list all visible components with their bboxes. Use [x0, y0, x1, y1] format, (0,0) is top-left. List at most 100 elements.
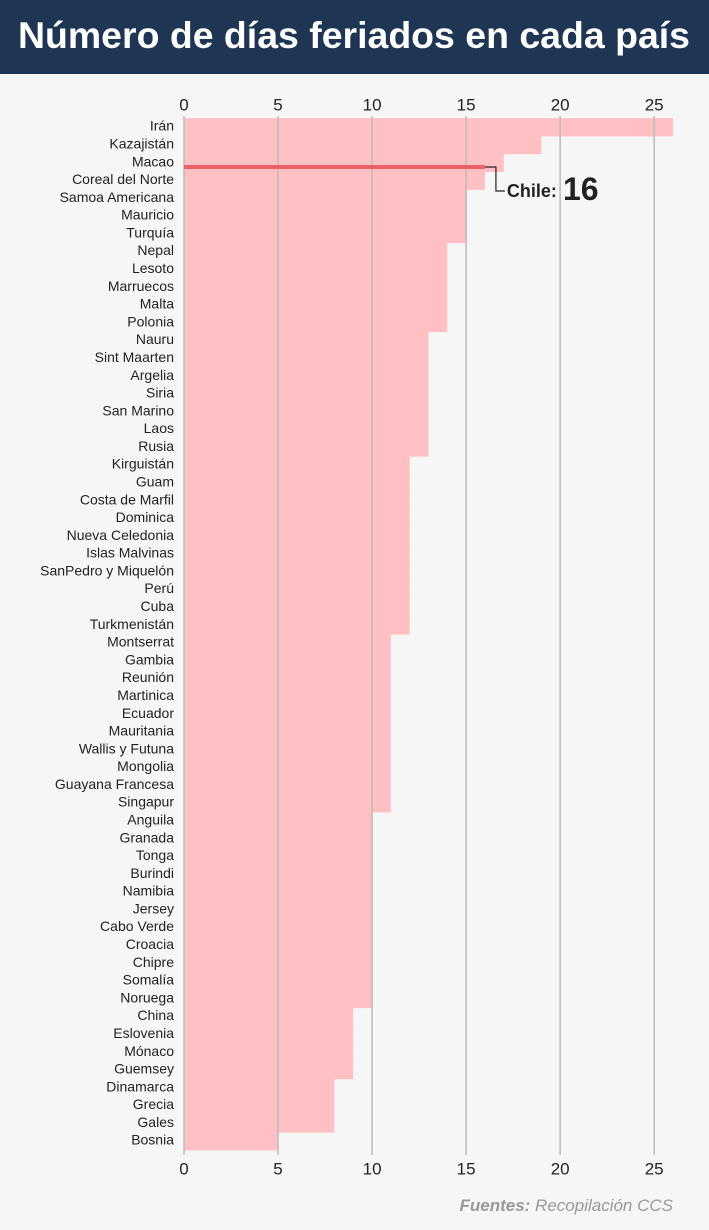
annotation-label: Chile: — [507, 181, 557, 201]
y-tick-label: Croacia — [126, 936, 174, 952]
y-tick-label: Gales — [137, 1114, 174, 1130]
bar — [184, 1007, 354, 1026]
x-tick-label-top: 0 — [179, 95, 188, 114]
y-tick-label: Burindi — [130, 865, 174, 881]
y-tick-label: Turkmenistán — [90, 616, 174, 632]
y-tick-label: Somalía — [123, 972, 175, 988]
chart-title: Número de días feriados en cada país — [18, 15, 690, 56]
x-tick-label-bottom: 5 — [273, 1159, 282, 1178]
y-tick-label: Malta — [140, 296, 174, 312]
bar — [184, 278, 448, 297]
bar — [184, 1025, 354, 1044]
bar — [184, 402, 429, 422]
bar — [184, 687, 391, 706]
bar — [184, 1060, 354, 1080]
y-tick-label: Turquía — [126, 224, 174, 240]
y-tick-label: Reunión — [122, 669, 174, 685]
source-text: Recopilación CCS — [535, 1196, 674, 1215]
annotation-value: 16 — [563, 171, 599, 207]
y-tick-label: China — [137, 1007, 174, 1023]
bar — [184, 135, 542, 155]
x-tick-label-bottom: 20 — [551, 1159, 570, 1178]
bar — [184, 794, 391, 813]
y-tick-label: Laos — [144, 420, 174, 436]
bar — [184, 545, 410, 564]
y-tick-label: SanPedro y Miquelón — [40, 562, 174, 578]
x-tick-label-top: 5 — [273, 95, 282, 114]
x-tick-label-top: 10 — [363, 95, 382, 114]
bar — [184, 722, 391, 742]
bar — [184, 420, 429, 439]
bar — [184, 331, 429, 350]
bar — [184, 473, 410, 493]
bar — [184, 189, 467, 208]
y-tick-label: Nauru — [136, 331, 174, 347]
bar — [184, 776, 391, 795]
y-tick-label: Kirguistán — [112, 456, 174, 472]
bar — [184, 758, 391, 777]
y-tick-label: Argelia — [130, 367, 174, 383]
source-label: Fuentes: — [459, 1196, 530, 1215]
y-tick-label: Cuba — [141, 598, 175, 614]
x-tick-label-top: 20 — [551, 95, 570, 114]
y-tick-label: Kazajistán — [109, 135, 174, 151]
bar — [184, 1132, 279, 1151]
bar — [184, 118, 673, 137]
y-tick-label: Namibia — [123, 883, 175, 899]
bar — [184, 509, 410, 528]
bar — [184, 1078, 335, 1098]
bar — [184, 349, 429, 368]
grid — [183, 116, 655, 1155]
y-tick-label: Guemsey — [114, 1061, 174, 1077]
bar — [184, 527, 410, 546]
bar — [184, 616, 410, 635]
y-tick-label: Rusia — [138, 438, 174, 454]
bar — [184, 456, 410, 475]
y-tick-label: San Marino — [102, 402, 174, 418]
bar — [184, 1096, 335, 1115]
bar — [184, 1114, 335, 1133]
y-tick-label: Nepal — [137, 242, 174, 258]
y-tick-label: Sint Maarten — [95, 349, 174, 365]
annotation: Chile: 16 — [507, 171, 599, 207]
y-tick-label: Mauricio — [121, 207, 174, 223]
bar — [184, 260, 448, 279]
annotation-line — [184, 165, 485, 169]
y-tick-label: Perú — [144, 580, 174, 596]
y-tick-label: Coreal del Norte — [72, 171, 174, 187]
x-tick-label-top: 25 — [645, 95, 664, 114]
y-tick-label: Ecuador — [122, 705, 174, 721]
y-tick-label: Mongolia — [117, 758, 174, 774]
annotation-connector — [484, 166, 505, 192]
bar — [184, 367, 429, 386]
bar — [184, 171, 485, 190]
y-tick-label: Gambia — [125, 651, 174, 667]
y-tick-label: Eslovenia — [113, 1025, 174, 1041]
y-tick-label: Jersey — [133, 900, 174, 916]
bar — [184, 207, 467, 226]
y-tick-label: Singapur — [118, 794, 174, 810]
bar — [184, 740, 391, 760]
bar — [184, 438, 429, 457]
y-tick-label: Macao — [132, 153, 174, 169]
bar — [184, 562, 410, 582]
bar — [184, 224, 467, 244]
y-tick-label: Chipre — [133, 954, 174, 970]
bar — [184, 669, 391, 688]
bar — [184, 384, 429, 404]
bar — [184, 705, 391, 724]
bar — [184, 598, 410, 617]
x-tick-label-top: 15 — [457, 95, 476, 114]
y-tick-label: Mónaco — [124, 1043, 174, 1059]
y-tick-label: Grecia — [133, 1096, 174, 1112]
bar — [184, 580, 410, 599]
y-tick-label: Lesoto — [132, 260, 174, 276]
y-tick-label: Granada — [120, 829, 175, 845]
y-tick-label: Martinica — [117, 687, 174, 703]
y-tick-label: Nueva Celedonia — [67, 527, 175, 543]
bar — [184, 313, 448, 333]
y-tick-label: Irán — [150, 118, 174, 134]
